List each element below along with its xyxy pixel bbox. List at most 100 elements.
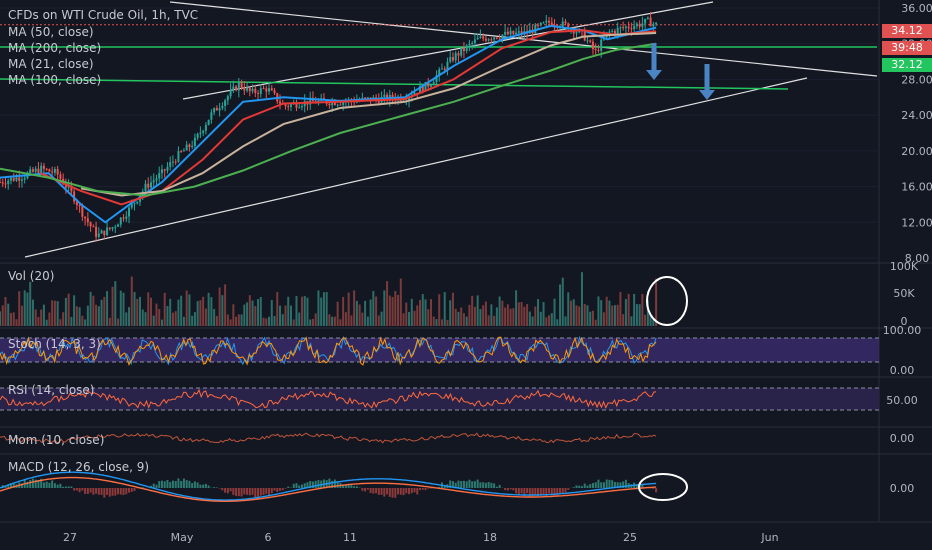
macd-histogram-bar — [199, 484, 202, 488]
volume-bar — [254, 305, 257, 326]
candle-body — [149, 182, 152, 188]
macd-histogram-bar — [4, 485, 7, 488]
macd-histogram-bar — [380, 488, 383, 495]
candle-body — [40, 165, 43, 174]
volume-bar — [493, 315, 496, 326]
time-axis-label: 6 — [265, 531, 272, 544]
macd-histogram-bar — [575, 485, 578, 488]
volume-bar — [539, 311, 542, 326]
volume-bar — [128, 307, 131, 326]
candle-body — [652, 23, 655, 27]
macd-histogram-bar — [45, 481, 48, 488]
candle-body — [251, 88, 254, 92]
macd-histogram-bar — [597, 479, 600, 488]
volume-bar — [504, 307, 507, 326]
macd-histogram-bar — [559, 488, 562, 495]
candle-body — [451, 57, 454, 61]
volume-bar — [449, 300, 452, 326]
macd-histogram-bar — [29, 479, 32, 488]
volume-bar — [191, 315, 194, 326]
candle-body — [213, 108, 216, 113]
candle-body — [575, 32, 578, 34]
candle-body — [443, 68, 446, 70]
macd-histogram-bar — [70, 486, 73, 488]
volume-bar — [591, 310, 594, 326]
volume-bar — [70, 316, 73, 326]
volume-bar — [204, 308, 207, 326]
candle-body — [495, 37, 498, 39]
momentum-line — [0, 432, 657, 444]
macd-histogram-bar — [48, 482, 51, 488]
macd-histogram-bar — [270, 488, 273, 494]
macd-histogram-bar — [331, 480, 334, 488]
candle-body — [262, 88, 265, 90]
macd-histogram-bar — [600, 482, 603, 488]
volume-bar — [155, 303, 158, 326]
volume-bar — [20, 305, 23, 326]
volume-bar — [462, 313, 465, 326]
volume-bar — [377, 315, 380, 326]
candle-body — [163, 169, 166, 171]
macd-histogram-bar — [111, 488, 114, 496]
macd-histogram-bar — [548, 488, 551, 494]
candle-body — [188, 144, 191, 147]
volume-bar — [262, 317, 265, 326]
macd-histogram-bar — [295, 483, 298, 488]
candle-body — [419, 86, 422, 94]
volume-bar — [97, 306, 100, 326]
macd-histogram-bar — [561, 488, 564, 494]
volume-bar — [580, 272, 583, 326]
vol-pane-label: Vol (20) — [8, 269, 55, 283]
volume-bar — [213, 309, 216, 326]
candle-body — [616, 27, 619, 34]
macd-histogram-bar — [517, 488, 520, 495]
candle-body — [479, 36, 482, 38]
macd-histogram-bar — [515, 488, 518, 494]
volume-bar — [443, 292, 446, 326]
candle-body — [545, 20, 548, 23]
volume-bar — [303, 295, 306, 326]
macd-histogram-bar — [399, 488, 402, 495]
macd-histogram-bar — [108, 488, 111, 497]
volume-bar — [435, 319, 438, 326]
candle-body — [633, 26, 636, 30]
candle-body — [586, 40, 589, 42]
volume-bar — [380, 311, 383, 326]
volume-bar — [641, 293, 644, 326]
macd-histogram-bar — [539, 488, 542, 496]
candle-body — [229, 89, 232, 97]
volume-bar — [652, 318, 655, 326]
volume-bar — [561, 277, 564, 326]
macd-histogram-bar — [276, 488, 279, 492]
price-tick-label: 28.00 — [901, 73, 932, 86]
candle-body — [449, 57, 452, 62]
macd-histogram-bar — [408, 488, 411, 495]
macd-histogram-bar — [279, 488, 282, 491]
candle-body — [649, 17, 652, 27]
moving-average-line — [80, 32, 657, 197]
volume-bar — [188, 294, 191, 326]
candle-body — [471, 42, 474, 44]
macd-histogram-bar — [580, 486, 583, 488]
candle-body — [56, 169, 59, 175]
volume-bar — [240, 314, 243, 326]
candle-body — [465, 45, 468, 52]
volume-bar — [556, 319, 559, 326]
volume-bar — [611, 305, 614, 326]
candle-body — [193, 137, 196, 146]
macd-histogram-bar — [534, 488, 537, 496]
candle-body — [284, 104, 287, 107]
candle-body — [20, 179, 23, 181]
macd-histogram-bar — [605, 479, 608, 488]
volume-bar — [333, 316, 336, 326]
volume-bar — [9, 312, 12, 326]
volume-bar — [586, 305, 589, 326]
macd-histogram-bar — [254, 488, 257, 498]
candle-body — [97, 233, 100, 237]
candle-body — [468, 43, 471, 46]
time-axis-label: Jun — [760, 531, 778, 544]
volume-bar — [37, 316, 40, 326]
price-tick-label: 24.00 — [901, 109, 932, 122]
candle-body — [202, 130, 205, 133]
